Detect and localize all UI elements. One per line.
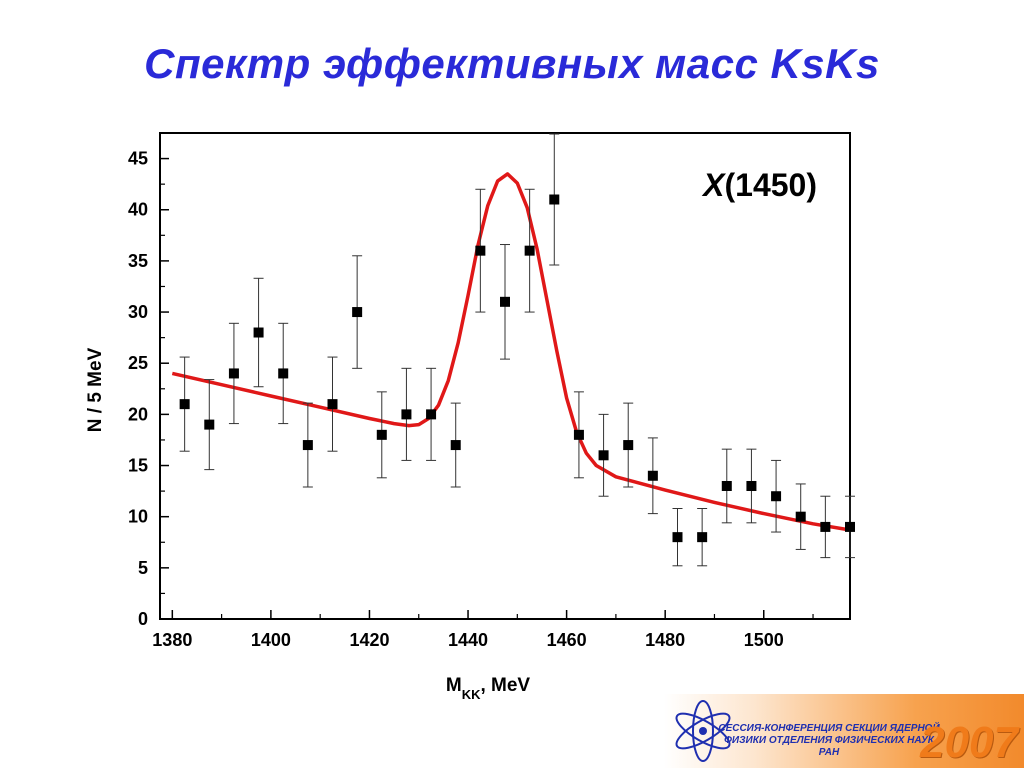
point-marker bbox=[820, 521, 831, 532]
x-tick-label: 1420 bbox=[349, 630, 389, 650]
y-tick-label: 20 bbox=[128, 404, 148, 424]
point-marker bbox=[573, 429, 584, 440]
plot-frame bbox=[159, 132, 851, 620]
atom-icon bbox=[675, 700, 731, 762]
point-marker bbox=[623, 440, 634, 451]
data-point bbox=[253, 277, 264, 388]
data-point bbox=[302, 402, 313, 488]
point-marker bbox=[845, 521, 855, 532]
data-point bbox=[795, 483, 806, 550]
point-marker bbox=[475, 245, 486, 256]
y-tick-label: 5 bbox=[138, 558, 148, 578]
y-tick-label: 30 bbox=[128, 302, 148, 322]
data-point bbox=[500, 244, 510, 360]
data-point bbox=[623, 402, 634, 488]
point-marker bbox=[549, 194, 560, 205]
point-marker bbox=[524, 245, 535, 256]
data-point bbox=[721, 448, 732, 524]
data-point bbox=[549, 133, 560, 266]
y-tick-label: 0 bbox=[138, 609, 148, 629]
point-marker bbox=[253, 327, 264, 338]
point-marker bbox=[771, 491, 782, 502]
data-point bbox=[278, 322, 289, 425]
x-tick-label: 1380 bbox=[152, 630, 192, 650]
y-tick-label: 15 bbox=[128, 456, 148, 476]
data-point bbox=[771, 459, 782, 533]
banner-line-1: СЕССИЯ-КОНФЕРЕНЦИЯ СЕКЦИИ ЯДЕРНОЙ bbox=[718, 723, 940, 734]
y-tick-label: 10 bbox=[128, 507, 148, 527]
x-tick-label: 1440 bbox=[448, 630, 488, 650]
point-marker bbox=[647, 470, 658, 481]
data-point bbox=[228, 322, 239, 425]
data-point bbox=[352, 255, 363, 369]
point-marker bbox=[500, 296, 510, 307]
point-marker bbox=[746, 480, 757, 491]
data-point bbox=[179, 356, 190, 452]
fit-curve bbox=[171, 172, 851, 532]
banner-year: 2007 bbox=[920, 718, 1018, 767]
point-marker bbox=[302, 440, 313, 451]
point-marker bbox=[228, 368, 239, 379]
data-point bbox=[204, 379, 215, 471]
data-point bbox=[746, 448, 757, 524]
data-point bbox=[598, 413, 609, 497]
y-axis-label: N / 5 MeV bbox=[85, 347, 106, 432]
slide-title: Спектр эффективных масс KsKs bbox=[144, 40, 880, 87]
point-marker bbox=[179, 399, 190, 410]
banner-line-2: ФИЗИКИ ОТДЕЛЕНИЯ ФИЗИЧЕСКИХ НАУК bbox=[724, 735, 934, 746]
x-tick-label: 1500 bbox=[744, 630, 784, 650]
banner-line-3: РАН bbox=[818, 747, 840, 758]
point-marker bbox=[426, 409, 437, 420]
data-point bbox=[524, 188, 535, 313]
banner-text: СЕССИЯ-КОНФЕРЕНЦИЯ СЕКЦИИ ЯДЕРНОЙ ФИЗИКИ… bbox=[694, 723, 964, 759]
point-marker bbox=[450, 440, 461, 451]
data-point bbox=[426, 367, 437, 461]
y-tick-label: 35 bbox=[128, 251, 148, 271]
x-tick-label: 1400 bbox=[251, 630, 291, 650]
point-marker bbox=[376, 429, 387, 440]
data-point bbox=[475, 188, 486, 313]
point-marker bbox=[204, 419, 215, 430]
data-point bbox=[697, 507, 708, 567]
data-point bbox=[401, 367, 412, 461]
point-marker bbox=[697, 532, 708, 543]
data-point bbox=[845, 495, 855, 559]
point-marker bbox=[327, 399, 338, 410]
x-tick-label: 1460 bbox=[547, 630, 587, 650]
data-point bbox=[820, 495, 831, 559]
peak-annotation: X(1450) bbox=[701, 167, 817, 203]
point-marker bbox=[598, 450, 609, 461]
y-tick-label: 40 bbox=[128, 200, 148, 220]
data-point bbox=[573, 391, 584, 479]
point-marker bbox=[672, 532, 683, 543]
data-point bbox=[672, 507, 683, 567]
point-marker bbox=[795, 511, 806, 522]
data-point bbox=[376, 391, 387, 479]
point-marker bbox=[278, 368, 289, 379]
x-tick-label: 1480 bbox=[645, 630, 685, 650]
point-marker bbox=[401, 409, 412, 420]
data-point bbox=[327, 356, 338, 452]
x-axis-label: MKK, MeV bbox=[446, 675, 531, 702]
data-point bbox=[647, 437, 658, 515]
point-marker bbox=[352, 307, 363, 318]
data-point bbox=[450, 402, 461, 488]
y-tick-label: 45 bbox=[128, 149, 148, 169]
conference-banner: СЕССИЯ-КОНФЕРЕНЦИЯ СЕКЦИИ ЯДЕРНОЙ ФИЗИКИ… bbox=[664, 694, 1024, 768]
y-tick-label: 25 bbox=[128, 353, 148, 373]
point-marker bbox=[721, 480, 732, 491]
